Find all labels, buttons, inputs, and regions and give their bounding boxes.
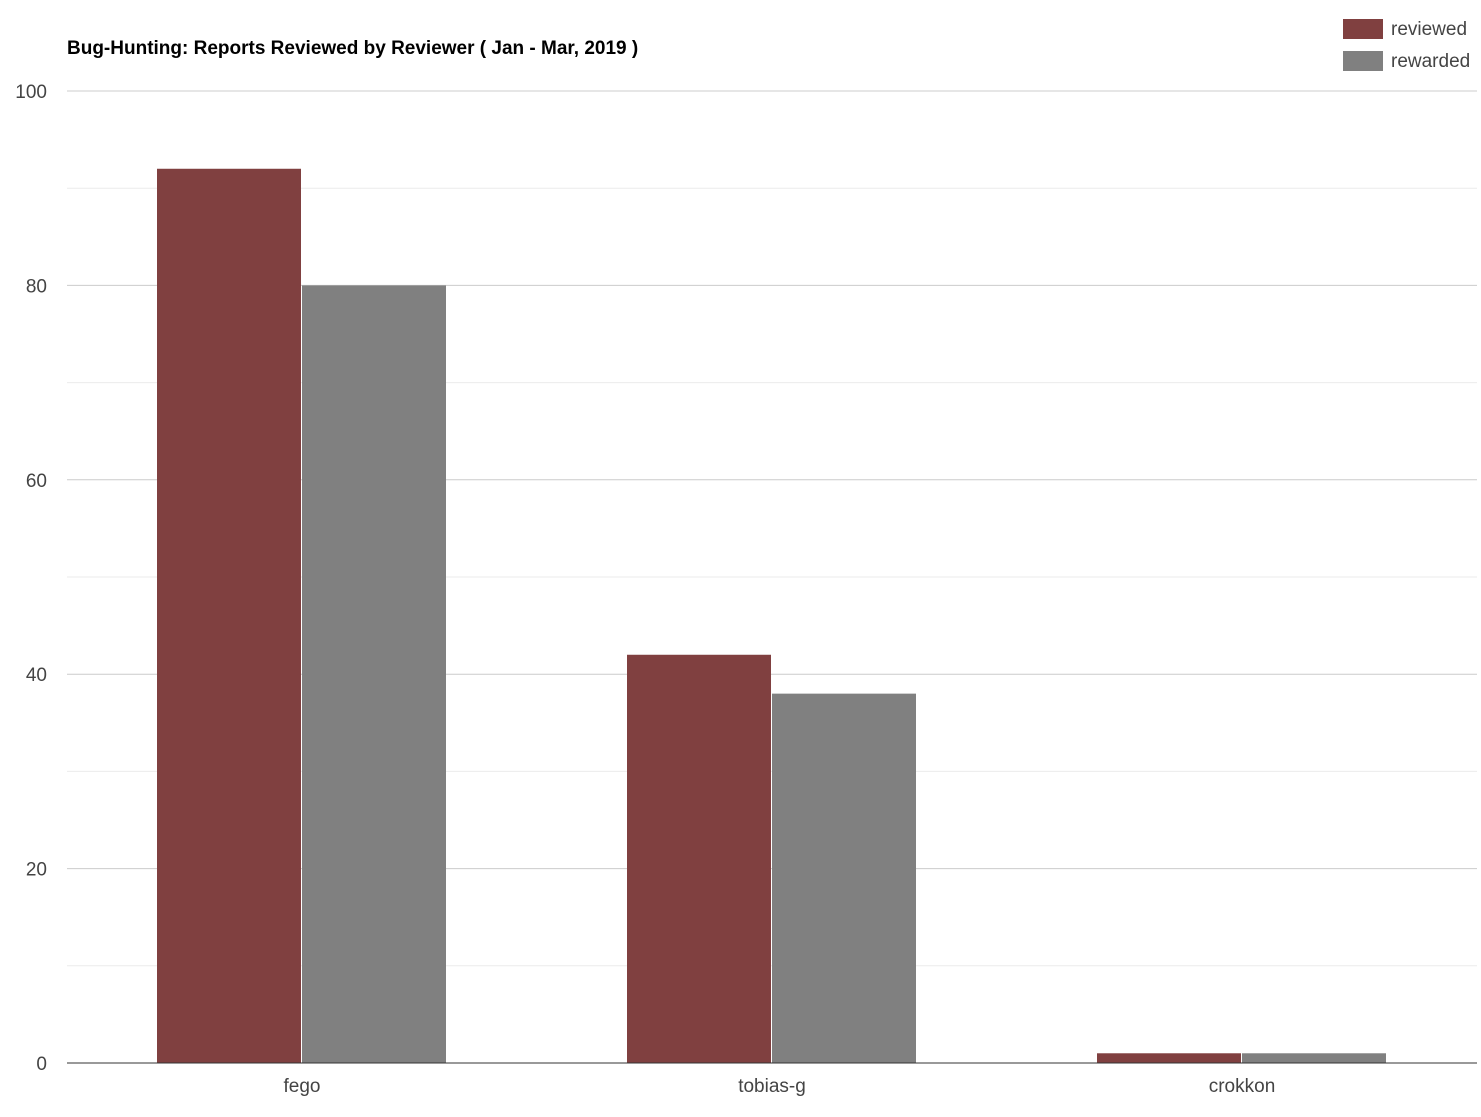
bar-reviewed-tobias-g xyxy=(627,654,771,1063)
legend-swatch-rewarded xyxy=(1343,51,1383,71)
y-tick-label: 20 xyxy=(26,860,47,881)
bar-rewarded-fego xyxy=(302,285,446,1063)
x-tick-label: crokkon xyxy=(1209,1076,1276,1097)
y-tick-label: 100 xyxy=(15,82,47,103)
y-tick-label: 80 xyxy=(26,276,47,297)
bar-reviewed-crokkon xyxy=(1097,1053,1241,1063)
legend-label-reviewed: reviewed xyxy=(1391,19,1467,40)
bars xyxy=(157,168,1386,1063)
x-axis-tick-labels: fego tobias-g crokkon xyxy=(284,1076,1276,1097)
y-axis-tick-labels: 0 20 40 60 80 100 xyxy=(15,82,47,1075)
legend-swatch-reviewed xyxy=(1343,19,1383,39)
bar-rewarded-crokkon xyxy=(1242,1053,1386,1063)
chart-title: Bug-Hunting: Reports Reviewed by Reviewe… xyxy=(67,38,638,59)
y-tick-label: 40 xyxy=(26,665,47,686)
bar-reviewed-fego xyxy=(157,168,301,1063)
legend-label-rewarded: rewarded xyxy=(1391,51,1470,72)
y-tick-label: 60 xyxy=(26,471,47,492)
x-tick-label: tobias-g xyxy=(738,1076,806,1097)
y-tick-label: 0 xyxy=(36,1054,47,1075)
bar-rewarded-tobias-g xyxy=(772,693,916,1063)
legend: reviewed rewarded xyxy=(1343,19,1470,72)
x-tick-label: fego xyxy=(284,1076,321,1097)
